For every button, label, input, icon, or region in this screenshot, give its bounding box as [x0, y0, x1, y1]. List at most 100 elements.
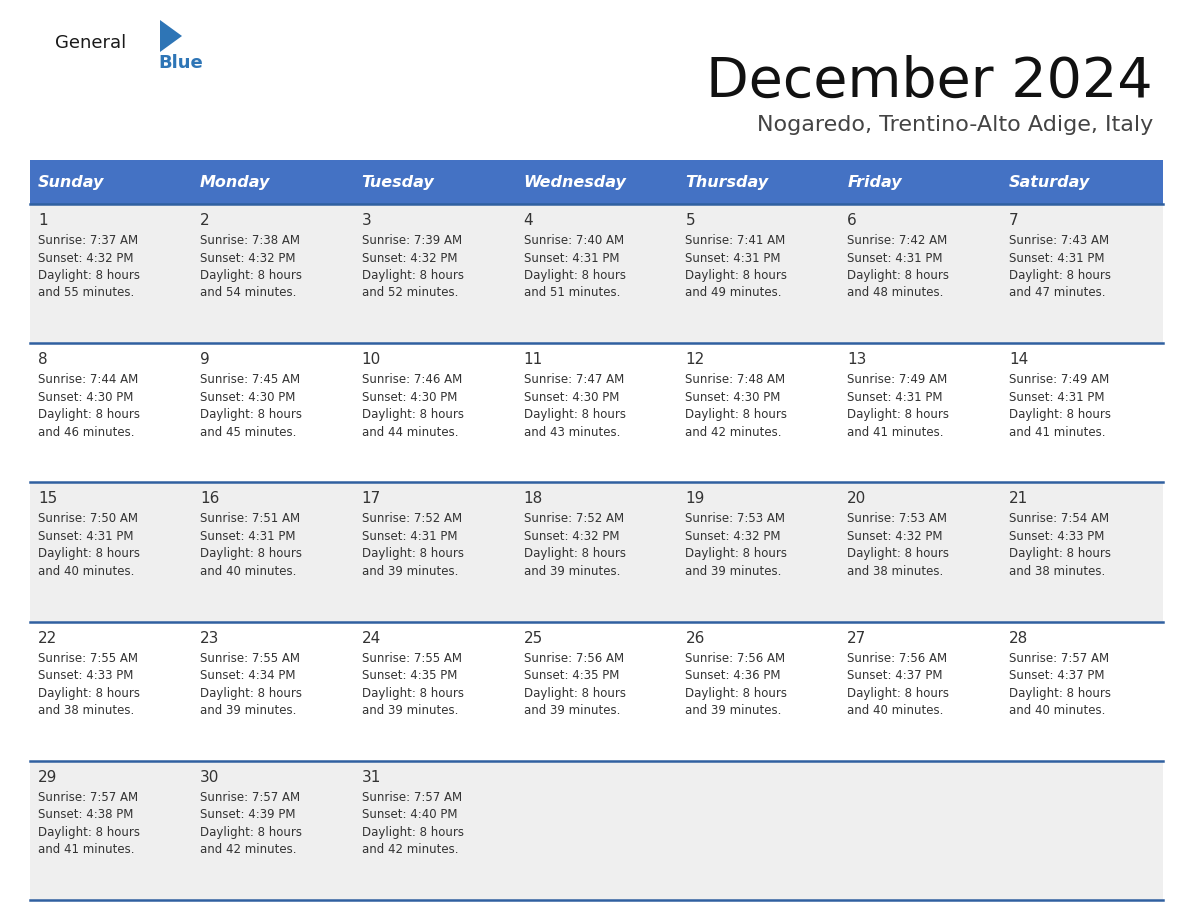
Text: Daylight: 8 hours: Daylight: 8 hours: [847, 687, 949, 700]
Text: Friday: Friday: [847, 174, 902, 189]
Text: and 41 minutes.: and 41 minutes.: [1009, 426, 1106, 439]
Text: 28: 28: [1009, 631, 1029, 645]
Text: Sunrise: 7:55 AM: Sunrise: 7:55 AM: [361, 652, 462, 665]
Text: Daylight: 8 hours: Daylight: 8 hours: [685, 269, 788, 282]
Text: Daylight: 8 hours: Daylight: 8 hours: [38, 826, 140, 839]
Bar: [677, 160, 839, 204]
Bar: [839, 160, 1001, 204]
Text: 5: 5: [685, 213, 695, 228]
Text: Sunset: 4:31 PM: Sunset: 4:31 PM: [685, 252, 781, 264]
Bar: [516, 160, 677, 204]
Text: 6: 6: [847, 213, 857, 228]
Text: and 39 minutes.: and 39 minutes.: [361, 704, 459, 717]
Text: Sunset: 4:30 PM: Sunset: 4:30 PM: [38, 391, 133, 404]
Text: Saturday: Saturday: [1009, 174, 1091, 189]
Text: Sunrise: 7:46 AM: Sunrise: 7:46 AM: [361, 374, 462, 386]
Text: Sunrise: 7:55 AM: Sunrise: 7:55 AM: [200, 652, 299, 665]
Text: 4: 4: [524, 213, 533, 228]
Text: Sunset: 4:37 PM: Sunset: 4:37 PM: [1009, 669, 1105, 682]
Text: Monday: Monday: [200, 174, 270, 189]
Text: and 39 minutes.: and 39 minutes.: [685, 704, 782, 717]
Text: 3: 3: [361, 213, 372, 228]
Text: Sunset: 4:33 PM: Sunset: 4:33 PM: [38, 669, 133, 682]
Bar: [191, 160, 354, 204]
Text: Sunset: 4:30 PM: Sunset: 4:30 PM: [685, 391, 781, 404]
Text: Sunset: 4:38 PM: Sunset: 4:38 PM: [38, 809, 133, 822]
Text: and 46 minutes.: and 46 minutes.: [38, 426, 134, 439]
Text: Daylight: 8 hours: Daylight: 8 hours: [200, 547, 302, 560]
Text: Sunset: 4:31 PM: Sunset: 4:31 PM: [200, 530, 296, 543]
Text: 19: 19: [685, 491, 704, 507]
Text: 7: 7: [1009, 213, 1019, 228]
Text: and 40 minutes.: and 40 minutes.: [38, 565, 134, 578]
Bar: [30, 204, 1163, 343]
Text: Daylight: 8 hours: Daylight: 8 hours: [1009, 409, 1111, 421]
Text: 24: 24: [361, 631, 381, 645]
Text: Sunset: 4:36 PM: Sunset: 4:36 PM: [685, 669, 781, 682]
Text: Sunset: 4:30 PM: Sunset: 4:30 PM: [200, 391, 296, 404]
Text: Sunrise: 7:51 AM: Sunrise: 7:51 AM: [200, 512, 301, 525]
Text: 23: 23: [200, 631, 220, 645]
Text: Sunrise: 7:47 AM: Sunrise: 7:47 AM: [524, 374, 624, 386]
Text: and 47 minutes.: and 47 minutes.: [1009, 286, 1106, 299]
Text: 22: 22: [38, 631, 57, 645]
Text: Daylight: 8 hours: Daylight: 8 hours: [685, 409, 788, 421]
Text: Daylight: 8 hours: Daylight: 8 hours: [361, 687, 463, 700]
Text: 15: 15: [38, 491, 57, 507]
Text: Sunrise: 7:44 AM: Sunrise: 7:44 AM: [38, 374, 138, 386]
Text: Sunset: 4:32 PM: Sunset: 4:32 PM: [38, 252, 133, 264]
Text: and 39 minutes.: and 39 minutes.: [685, 565, 782, 578]
Text: and 49 minutes.: and 49 minutes.: [685, 286, 782, 299]
Text: Sunday: Sunday: [38, 174, 105, 189]
Text: Daylight: 8 hours: Daylight: 8 hours: [847, 409, 949, 421]
Text: Daylight: 8 hours: Daylight: 8 hours: [524, 687, 626, 700]
Text: 27: 27: [847, 631, 866, 645]
Text: Sunset: 4:33 PM: Sunset: 4:33 PM: [1009, 530, 1105, 543]
Text: Sunrise: 7:38 AM: Sunrise: 7:38 AM: [200, 234, 299, 247]
Text: Sunset: 4:31 PM: Sunset: 4:31 PM: [361, 530, 457, 543]
Text: Sunrise: 7:57 AM: Sunrise: 7:57 AM: [200, 790, 301, 804]
Text: Sunset: 4:32 PM: Sunset: 4:32 PM: [685, 530, 781, 543]
Text: and 39 minutes.: and 39 minutes.: [361, 565, 459, 578]
Text: 16: 16: [200, 491, 220, 507]
Text: Daylight: 8 hours: Daylight: 8 hours: [847, 269, 949, 282]
Text: and 54 minutes.: and 54 minutes.: [200, 286, 296, 299]
Bar: [30, 482, 1163, 621]
Text: Sunset: 4:31 PM: Sunset: 4:31 PM: [847, 391, 943, 404]
Text: Sunrise: 7:54 AM: Sunrise: 7:54 AM: [1009, 512, 1110, 525]
Text: 9: 9: [200, 353, 209, 367]
Text: 1: 1: [38, 213, 48, 228]
Text: and 55 minutes.: and 55 minutes.: [38, 286, 134, 299]
Text: 17: 17: [361, 491, 381, 507]
Text: Sunrise: 7:37 AM: Sunrise: 7:37 AM: [38, 234, 138, 247]
Text: and 40 minutes.: and 40 minutes.: [200, 565, 296, 578]
Text: December 2024: December 2024: [707, 55, 1154, 109]
Text: Sunset: 4:32 PM: Sunset: 4:32 PM: [361, 252, 457, 264]
Text: Sunrise: 7:49 AM: Sunrise: 7:49 AM: [847, 374, 948, 386]
Text: Thursday: Thursday: [685, 174, 769, 189]
Text: Sunrise: 7:53 AM: Sunrise: 7:53 AM: [847, 512, 947, 525]
Text: Sunset: 4:35 PM: Sunset: 4:35 PM: [524, 669, 619, 682]
Text: Sunrise: 7:39 AM: Sunrise: 7:39 AM: [361, 234, 462, 247]
Text: 14: 14: [1009, 353, 1029, 367]
Text: and 38 minutes.: and 38 minutes.: [1009, 565, 1105, 578]
Text: Daylight: 8 hours: Daylight: 8 hours: [524, 269, 626, 282]
Text: Daylight: 8 hours: Daylight: 8 hours: [200, 687, 302, 700]
Text: and 45 minutes.: and 45 minutes.: [200, 426, 296, 439]
Text: Daylight: 8 hours: Daylight: 8 hours: [524, 547, 626, 560]
Text: Sunrise: 7:53 AM: Sunrise: 7:53 AM: [685, 512, 785, 525]
Text: Daylight: 8 hours: Daylight: 8 hours: [38, 409, 140, 421]
Text: Sunset: 4:37 PM: Sunset: 4:37 PM: [847, 669, 943, 682]
Text: and 41 minutes.: and 41 minutes.: [38, 844, 134, 856]
Text: and 38 minutes.: and 38 minutes.: [847, 565, 943, 578]
Text: Daylight: 8 hours: Daylight: 8 hours: [200, 269, 302, 282]
Text: Daylight: 8 hours: Daylight: 8 hours: [685, 687, 788, 700]
Text: Sunrise: 7:52 AM: Sunrise: 7:52 AM: [524, 512, 624, 525]
Text: Daylight: 8 hours: Daylight: 8 hours: [38, 269, 140, 282]
Bar: [354, 160, 516, 204]
Text: and 40 minutes.: and 40 minutes.: [1009, 704, 1106, 717]
Text: Daylight: 8 hours: Daylight: 8 hours: [200, 409, 302, 421]
Text: Sunset: 4:40 PM: Sunset: 4:40 PM: [361, 809, 457, 822]
Text: Sunrise: 7:56 AM: Sunrise: 7:56 AM: [847, 652, 947, 665]
Text: and 42 minutes.: and 42 minutes.: [685, 426, 782, 439]
